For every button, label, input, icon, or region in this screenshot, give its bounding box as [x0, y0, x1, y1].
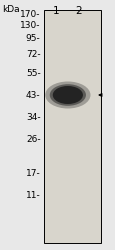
- Ellipse shape: [45, 82, 90, 108]
- Text: 1: 1: [52, 6, 59, 16]
- Text: 72-: 72-: [26, 50, 40, 59]
- Text: 2: 2: [75, 6, 82, 16]
- Ellipse shape: [49, 84, 85, 106]
- Text: 43-: 43-: [26, 91, 40, 100]
- Text: 95-: 95-: [26, 34, 40, 43]
- Text: 130-: 130-: [20, 20, 40, 30]
- Ellipse shape: [52, 86, 82, 104]
- Text: 170-: 170-: [20, 10, 40, 19]
- Text: 55-: 55-: [26, 69, 40, 78]
- Text: 17-: 17-: [26, 168, 40, 177]
- Bar: [44, 10, 101, 242]
- Text: 34-: 34-: [26, 113, 40, 122]
- Text: 11-: 11-: [26, 191, 40, 200]
- Text: kDa: kDa: [2, 6, 20, 15]
- Text: 26-: 26-: [26, 136, 40, 144]
